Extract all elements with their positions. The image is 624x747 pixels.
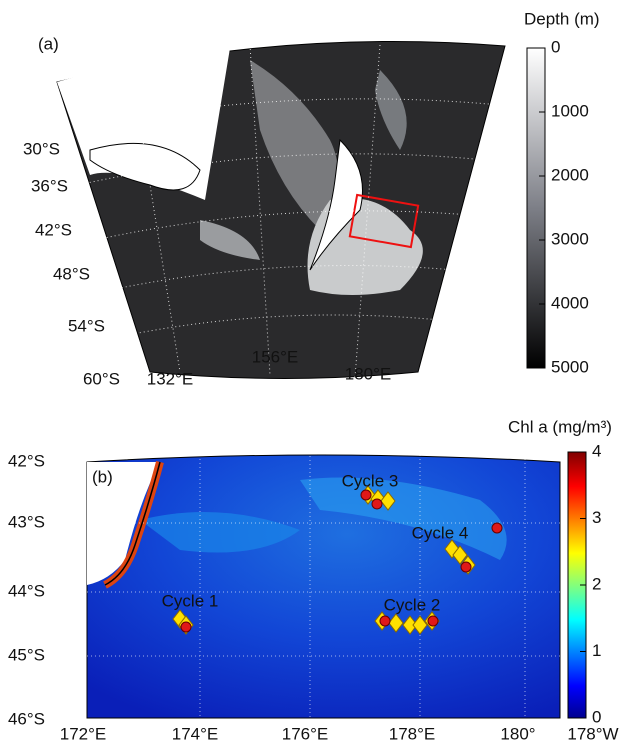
cycle-label: Cycle 1 xyxy=(162,591,219,610)
colorbar-tick-label: 1 xyxy=(592,641,601,660)
lon-label: 132°E xyxy=(147,369,194,388)
lat-label: 42°S xyxy=(35,220,72,239)
lat-label: 36°S xyxy=(31,176,68,195)
colorbar-tick-label: 3000 xyxy=(551,229,589,248)
colorbar-tick-label: 0 xyxy=(551,37,560,56)
lat-label: 45°S xyxy=(8,645,45,664)
colorbar-tick-label: 1000 xyxy=(551,101,589,120)
lon-label: 180°E xyxy=(345,364,392,383)
colorbar-tick-label: 4000 xyxy=(551,293,589,312)
lon-label: 178°W xyxy=(567,724,618,743)
map-a xyxy=(56,41,546,379)
colorbar-title: Chl a (mg/m³) xyxy=(508,417,612,436)
depth-colorbar xyxy=(526,47,546,369)
colorbar-tick-label: 2000 xyxy=(551,165,589,184)
lat-label: 43°S xyxy=(8,512,45,531)
panel-label: (b) xyxy=(92,467,113,486)
lat-label: 48°S xyxy=(53,264,90,283)
lon-label: 174°E xyxy=(172,724,219,743)
station-dots xyxy=(180,489,503,633)
colorbar-tick-label: 0 xyxy=(592,707,601,726)
lon-label: 180° xyxy=(500,724,535,743)
colorbar-tick-label: 5000 xyxy=(551,357,589,376)
lat-label: 60°S xyxy=(83,369,120,388)
lat-label: 30°S xyxy=(23,139,60,158)
colorbar-tick-label: 2 xyxy=(592,574,601,593)
map-b xyxy=(86,451,587,719)
cycle-label: Cycle 3 xyxy=(342,471,399,490)
panel-label: (a) xyxy=(38,34,59,53)
lon-label: 178°E xyxy=(389,724,436,743)
lat-label: 44°S xyxy=(8,581,45,600)
lat-label: 42°S xyxy=(8,451,45,470)
cycle-label: Cycle 4 xyxy=(412,523,469,542)
colorbar-tick-label: 4 xyxy=(592,441,601,460)
colorbar-title: Depth (m) xyxy=(524,9,600,28)
lon-label: 172°E xyxy=(60,724,107,743)
lat-label: 54°S xyxy=(68,316,105,335)
cycle-label: Cycle 2 xyxy=(384,595,441,614)
lon-label: 176°E xyxy=(282,724,329,743)
lat-label: 46°S xyxy=(8,709,45,728)
colorbar-tick-label: 3 xyxy=(592,508,601,527)
lon-label: 156°E xyxy=(252,347,299,366)
